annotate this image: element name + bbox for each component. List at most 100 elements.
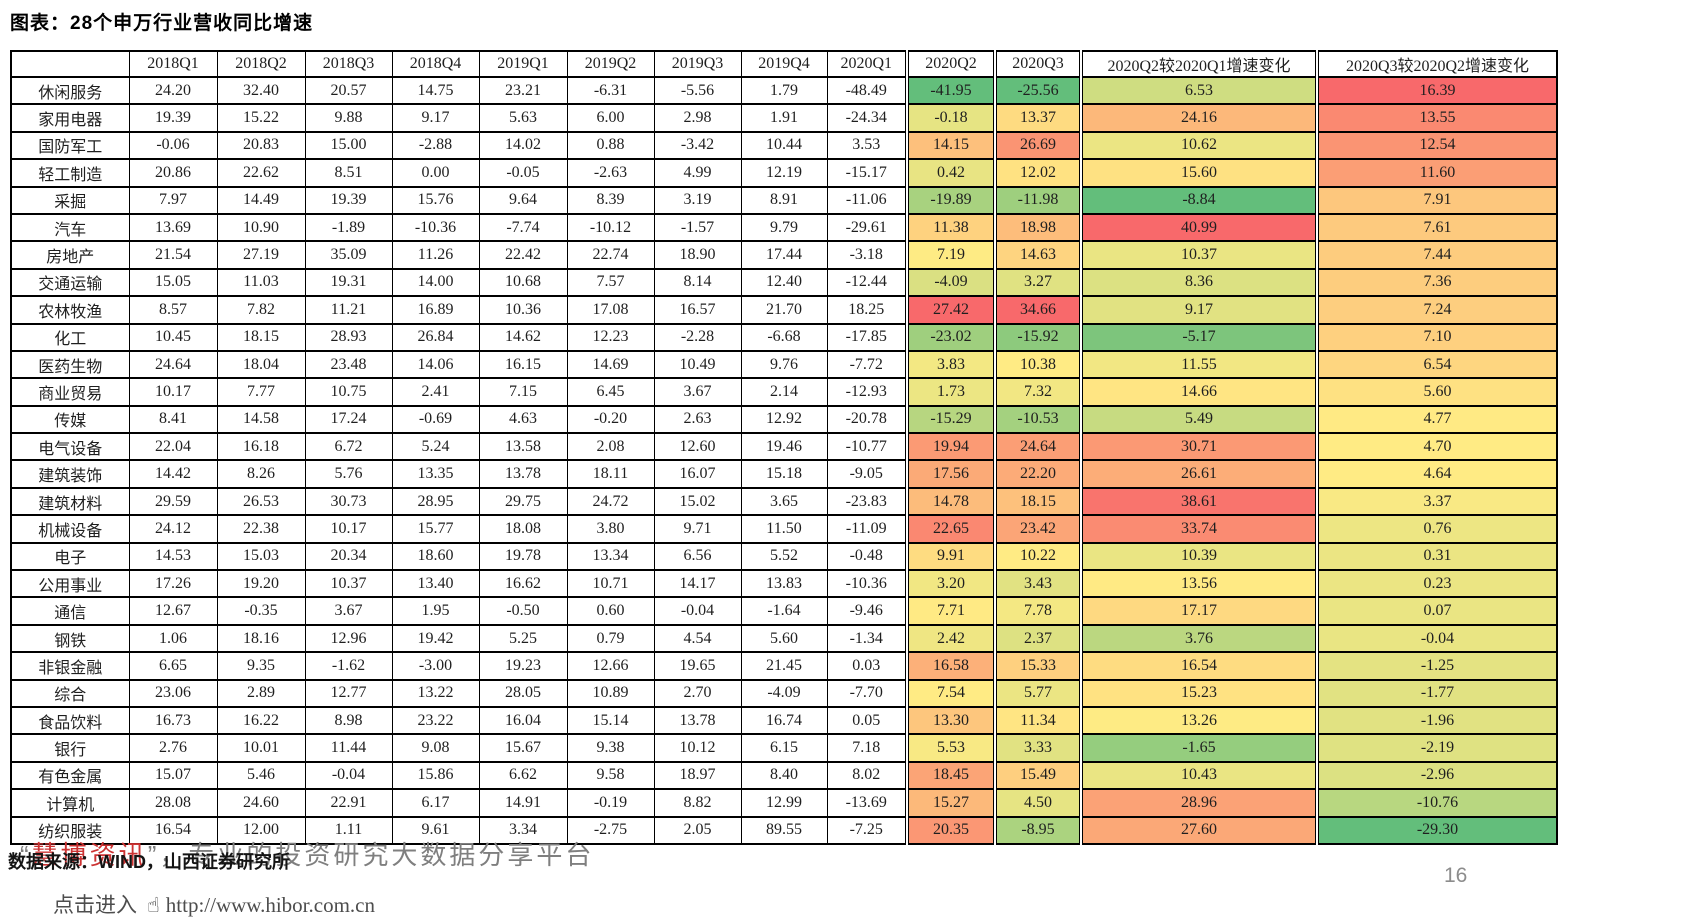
data-cell: 2.41 (391, 377, 480, 407)
data-cell: 3.27 (993, 267, 1082, 298)
data-cell: 14.91 (478, 788, 568, 818)
table-row: 电子 14.53 15.03 20.34 18.60 19.78 13.34 6.56 5.52… (10, 541, 1558, 572)
page-title: 图表：28个申万行业营收同比增速 (10, 13, 314, 34)
data-cell: 11.26 (391, 240, 480, 270)
data-cell: 8.91 (740, 185, 828, 215)
data-cell: 14.69 (566, 349, 655, 380)
data-cell: 7.57 (566, 267, 655, 298)
data-cell: -10.76 (1315, 788, 1558, 818)
data-cell: -1.62 (304, 651, 393, 681)
data-cell: 3.20 (905, 569, 996, 599)
data-cell: 22.38 (216, 514, 306, 544)
data-cell: -0.19 (566, 788, 655, 818)
data-cell: 3.76 (1079, 623, 1318, 654)
data-cell: 0.88 (566, 130, 655, 161)
data-cell: -1.96 (1315, 705, 1558, 736)
data-cell: 16.54 (128, 815, 218, 846)
data-cell: 20.83 (216, 130, 306, 161)
column-header: 2020Q2较2020Q1增速变化 (1079, 50, 1318, 78)
page-number: 16 (1444, 864, 1468, 887)
watermark-brand: 慧博资讯 (31, 840, 148, 870)
data-cell: 26.69 (993, 130, 1082, 161)
data-cell: -1.34 (826, 623, 908, 654)
data-cell: -0.48 (826, 541, 908, 572)
table-row: 传媒 8.41 14.58 17.24 -0.69 4.63 -0.20 2.63 12.92-… (10, 404, 1558, 435)
data-cell: -2.19 (1315, 733, 1558, 763)
data-cell: 14.49 (216, 185, 306, 215)
data-cell: 30.71 (1079, 432, 1318, 462)
data-cell: 14.00 (391, 267, 480, 298)
column-header: 2020Q1 (826, 50, 908, 78)
data-cell: 13.78 (478, 459, 568, 489)
data-cell: 14.17 (653, 569, 742, 599)
data-cell: 13.83 (740, 569, 828, 599)
data-cell: 8.41 (128, 404, 218, 435)
hibor-url-link[interactable]: http://www.hibor.com.cn (165, 893, 375, 917)
data-cell: 6.53 (1079, 75, 1318, 106)
data-cell: 19.39 (128, 103, 218, 133)
data-cell: 4.77 (1315, 404, 1558, 435)
data-cell: 9.88 (304, 103, 393, 133)
data-cell: 32.40 (216, 75, 306, 106)
data-cell: 26.61 (1079, 459, 1318, 489)
data-cell: 1.11 (304, 815, 393, 846)
row-label: 非银金融 (10, 651, 130, 681)
data-cell: 15.14 (566, 705, 655, 736)
data-cell: -10.77 (826, 432, 908, 462)
data-cell: 7.54 (905, 678, 996, 708)
data-cell: -0.50 (478, 596, 568, 626)
data-cell: 13.56 (1079, 569, 1318, 599)
data-cell: 3.67 (653, 377, 742, 407)
data-cell: 15.76 (391, 185, 480, 215)
data-cell: -0.06 (128, 130, 218, 161)
data-cell: 7.77 (216, 377, 306, 407)
data-cell: 6.72 (304, 432, 393, 462)
data-cell: 9.58 (566, 760, 655, 791)
data-cell: -7.72 (826, 349, 908, 380)
data-cell: 10.43 (1079, 760, 1318, 791)
data-cell: 5.49 (1079, 404, 1318, 435)
table-row: 综合 23.06 2.89 12.77 13.22 28.05 10.89 2.70 -4.09… (10, 678, 1558, 708)
data-cell: -1.89 (304, 212, 393, 243)
data-cell: -12.93 (826, 377, 908, 407)
row-label: 公用事业 (10, 569, 130, 599)
industry-table: 2018Q1 2018Q2 2018Q3 2018Q4 2019Q1 2019Q2 2019… (10, 50, 1558, 846)
data-cell: 5.63 (478, 103, 568, 133)
data-cell: 7.91 (1315, 185, 1558, 215)
data-cell: 17.24 (304, 404, 393, 435)
data-cell: -6.68 (740, 322, 828, 352)
data-cell: 13.30 (905, 705, 996, 736)
data-cell: 16.04 (478, 705, 568, 736)
data-cell: 6.65 (128, 651, 218, 681)
data-cell: 8.51 (304, 158, 393, 188)
data-cell: 18.15 (993, 486, 1082, 517)
data-cell: 0.79 (566, 623, 655, 654)
column-header: 2020Q3较2020Q2增速变化 (1315, 50, 1558, 78)
data-cell: -9.05 (826, 459, 908, 489)
data-cell: 33.74 (1079, 514, 1318, 544)
data-cell: 24.12 (128, 514, 218, 544)
data-cell: 7.15 (478, 377, 568, 407)
data-cell: 11.55 (1079, 349, 1318, 380)
column-header: 2020Q2 (905, 50, 996, 78)
row-label: 汽车 (10, 212, 130, 243)
data-cell: 19.31 (304, 267, 393, 298)
data-cell: 27.42 (905, 295, 996, 325)
data-cell: 10.12 (653, 733, 742, 763)
data-cell: 6.62 (478, 760, 568, 791)
data-cell: 12.96 (304, 623, 393, 654)
data-cell: 14.15 (905, 130, 996, 161)
data-cell: -0.18 (905, 103, 996, 133)
data-cell: 18.97 (653, 760, 742, 791)
data-cell: 7.71 (905, 596, 996, 626)
table-row: 银行 2.76 10.01 11.44 9.08 15.67 9.38 10.12 6.15 7.… (10, 733, 1558, 763)
table-row: 非银金融 6.65 9.35 -1.62 -3.00 19.23 12.66 19.65 21.… (10, 651, 1558, 681)
data-cell: 9.76 (740, 349, 828, 380)
data-cell: 18.15 (216, 322, 306, 352)
data-cell: -3.00 (391, 651, 480, 681)
data-cell: 17.17 (1079, 596, 1318, 626)
table-row: 医药生物 24.64 18.04 23.48 14.06 16.15 14.69 10.49 9… (10, 349, 1558, 380)
data-cell: 18.11 (566, 459, 655, 489)
data-cell: -41.95 (905, 75, 996, 106)
table-row: 轻工制造 20.86 22.62 8.51 0.00 -0.05 -2.63 4.99 12.1… (10, 158, 1558, 188)
